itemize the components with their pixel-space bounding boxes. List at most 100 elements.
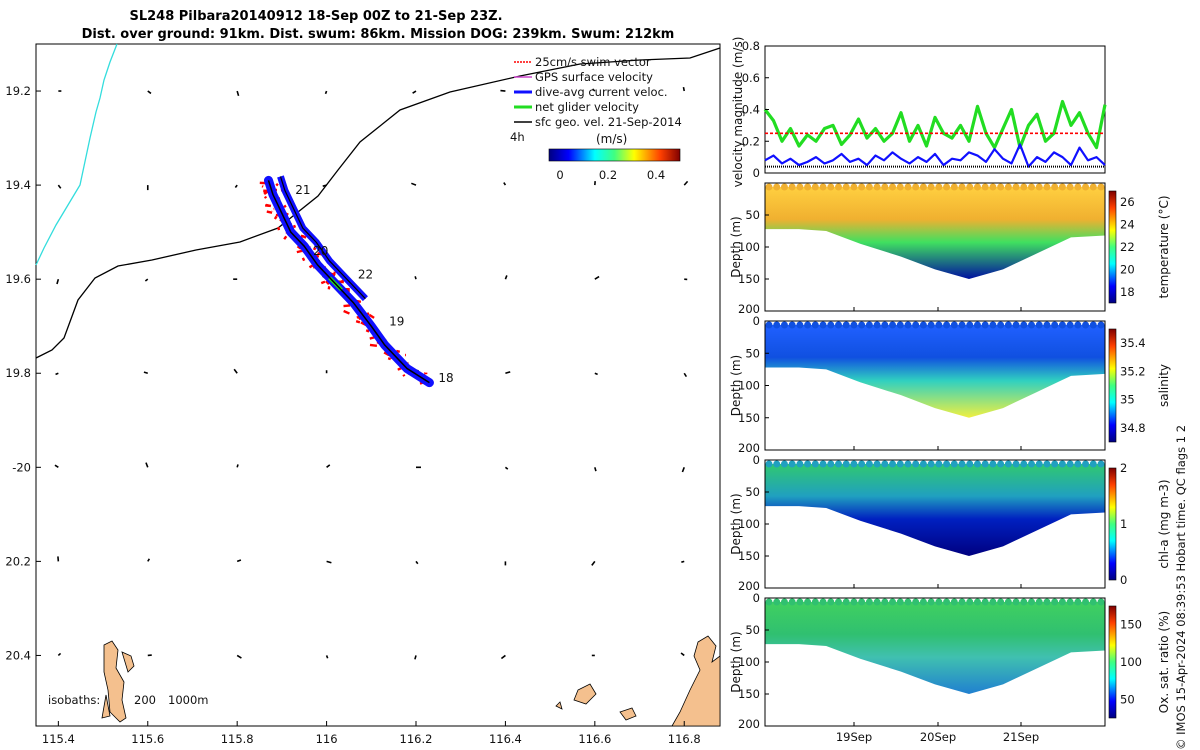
depth-tick-label: 150 [738,687,760,701]
section-sample-dot [889,183,897,191]
swim-vector [261,185,264,188]
section-sample-dot [919,598,927,606]
geo-velocity-arrow [326,560,332,564]
section-sample-dot [896,321,904,329]
map-x-tick-label: 115.8 [221,732,254,746]
depth-axis-label: Depth (m) [729,631,743,692]
section-sample-dot [1012,183,1020,191]
depth-tick-label: 0 [753,314,760,328]
section-sample-dot [950,183,958,191]
geo-velocity-arrow [683,372,688,378]
section-sample-dot [1028,183,1036,191]
depth-axis-label: Depth (m) [729,216,743,277]
geo-velocity-arrow [411,182,417,186]
section-sample-dot [811,183,819,191]
section-sample-dot [973,460,981,468]
swim-vector [396,349,401,353]
velocity-y-ticks: 0 0.2 0.4 0.6 0.8 [742,39,769,180]
section-sample-dot [1097,321,1105,329]
swim-vector [365,329,370,333]
section-sample-dot [912,321,920,329]
section-sample-dot [1097,598,1105,606]
geo-velocity-arrow [236,559,242,563]
section-sample-dot [1043,183,1051,191]
swim-vector [369,343,378,348]
section-sample-dot [1089,321,1097,329]
section-sample-dot [1074,321,1082,329]
colorbar-tick-label: 100 [1120,655,1142,669]
colorbar-label: salinity [1157,364,1171,407]
map-y-tick-label: 19.4 [5,178,31,192]
geo-velocity-arrow [681,560,685,563]
day-label: 21 [295,183,310,197]
swim-vector [277,226,281,231]
geo-velocity-arrow [414,655,417,660]
geo-velocity-arrow [56,278,60,285]
time-tick-20sep: 20Sep [920,730,956,744]
section-sample-dot [1089,598,1097,606]
velocity-y-tick-label: 0 [753,166,760,180]
section-sample-dot [943,321,951,329]
section-sample-dot [889,598,897,606]
map-x-tick-label: 116.4 [489,732,522,746]
velocity-frame [764,45,1106,174]
section-sample-dot [989,598,997,606]
section-sample-dot [850,598,858,606]
section-sample-dot [966,460,974,468]
time-tick-19sep: 19Sep [836,730,872,744]
swim-vector [296,249,303,254]
section-sample-dot [973,183,981,191]
section-sample-dot [881,598,889,606]
map-y-tick-label: 19.8 [5,366,31,380]
section-sample-dot [834,460,842,468]
section-sample-dot [981,321,989,329]
section-sample-dot [958,183,966,191]
section-sample-dot [804,321,812,329]
section-sample-dot [935,183,943,191]
section-sample-dot [927,321,935,329]
section-sample-dot [850,460,858,468]
section-sample-dot [1012,598,1020,606]
section-sample-dot [1051,598,1059,606]
section-sample-dot [1020,460,1028,468]
section-sample-dot [850,183,858,191]
section-panel-salinity: 0 50 100 150 200 Depth (m) 35.4 35.2 35 34.8 salin… [729,314,1171,455]
depth-axis-label: Depth (m) [729,355,743,416]
section-sample-dot [912,598,920,606]
coast-right [555,635,721,727]
map-y-tick-label: 20.2 [5,554,31,568]
section-sample-dot [1074,460,1082,468]
section-field [765,464,1105,556]
section-sample-dot [804,598,812,606]
section-sample-dot [780,598,788,606]
section-sample-dot [858,321,866,329]
depth-tick-label: 200 [738,579,760,593]
legend-geo-velocity: sfc geo. vel. 21-Sep-2014 [535,115,682,129]
section-sample-dot [912,460,920,468]
section-sample-dot [819,321,827,329]
section-sample-dot [819,183,827,191]
section-sample-dot [765,460,773,468]
section-sample-dot [765,183,773,191]
geo-velocity-arrow [57,184,62,189]
depth-tick-label: 200 [738,717,760,731]
section-sample-dot [935,321,943,329]
section-colorbar [1108,328,1117,443]
island-cluster-left [101,640,135,723]
section-sample-dot [827,460,835,468]
section-sample-dot [1082,321,1090,329]
glider-track-line-return [279,176,366,300]
section-sample-dot [765,321,773,329]
day-label: 22 [358,267,373,281]
velocity-panel: 0 0.2 0.4 0.6 0.8 velocity magnitude (m/s) [731,37,1107,187]
section-sample-dot [919,183,927,191]
section-sample-dot [1066,598,1074,606]
section-sample-dot [773,183,781,191]
section-sample-dot [958,598,966,606]
isobath-label: isobaths: [48,693,100,707]
legend-time-label: 4h [510,130,525,144]
geo-velocity-arrow [144,278,149,282]
section-field [765,187,1105,279]
section-sample-dot [1089,460,1097,468]
